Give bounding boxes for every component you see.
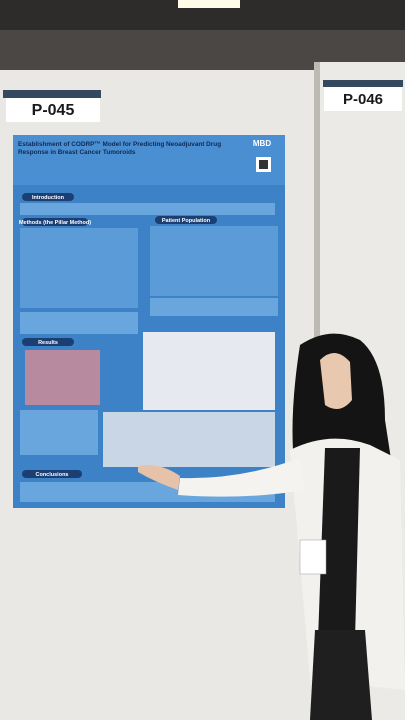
section-pill [22, 470, 82, 478]
board-label-box [6, 98, 100, 122]
section-title: Patient Population [162, 218, 211, 224]
section-pill [22, 338, 74, 346]
poster-header [13, 135, 285, 185]
board-header-strip [3, 90, 101, 98]
arm [178, 458, 305, 497]
population-figure [150, 226, 278, 296]
qr-code-inner [259, 160, 268, 169]
board-label: P-046 [343, 91, 383, 108]
pants [310, 630, 372, 720]
section-title: Methods (the Pillar Method) [19, 220, 91, 226]
section-title: Results [38, 340, 58, 346]
methods-text [20, 312, 138, 334]
section-pill [155, 216, 217, 224]
poster-title-box: Establishment of CODRP™ Model for Predic… [18, 141, 222, 156]
board-label: P-045 [32, 102, 75, 119]
poster-logo: MBD [253, 139, 271, 148]
intro-text [20, 203, 275, 215]
section-title: Conclusions [35, 472, 68, 478]
results-text [20, 410, 98, 455]
name-badge [299, 539, 327, 575]
board-header-strip [323, 80, 403, 87]
top [318, 448, 360, 640]
section-title: Introduction [32, 195, 65, 201]
population-text [150, 298, 278, 316]
result-tables [103, 412, 275, 467]
board-label-box [324, 87, 402, 111]
histology-images [25, 350, 100, 405]
hand [138, 465, 180, 490]
section-pill [22, 218, 88, 226]
ceiling-light [178, 0, 240, 8]
poster-title: Establishment of CODRP™ Model for Predic… [18, 141, 222, 156]
result-plots [143, 332, 275, 410]
face [320, 352, 352, 409]
section-pill [22, 193, 74, 201]
methods-figure [20, 228, 138, 308]
